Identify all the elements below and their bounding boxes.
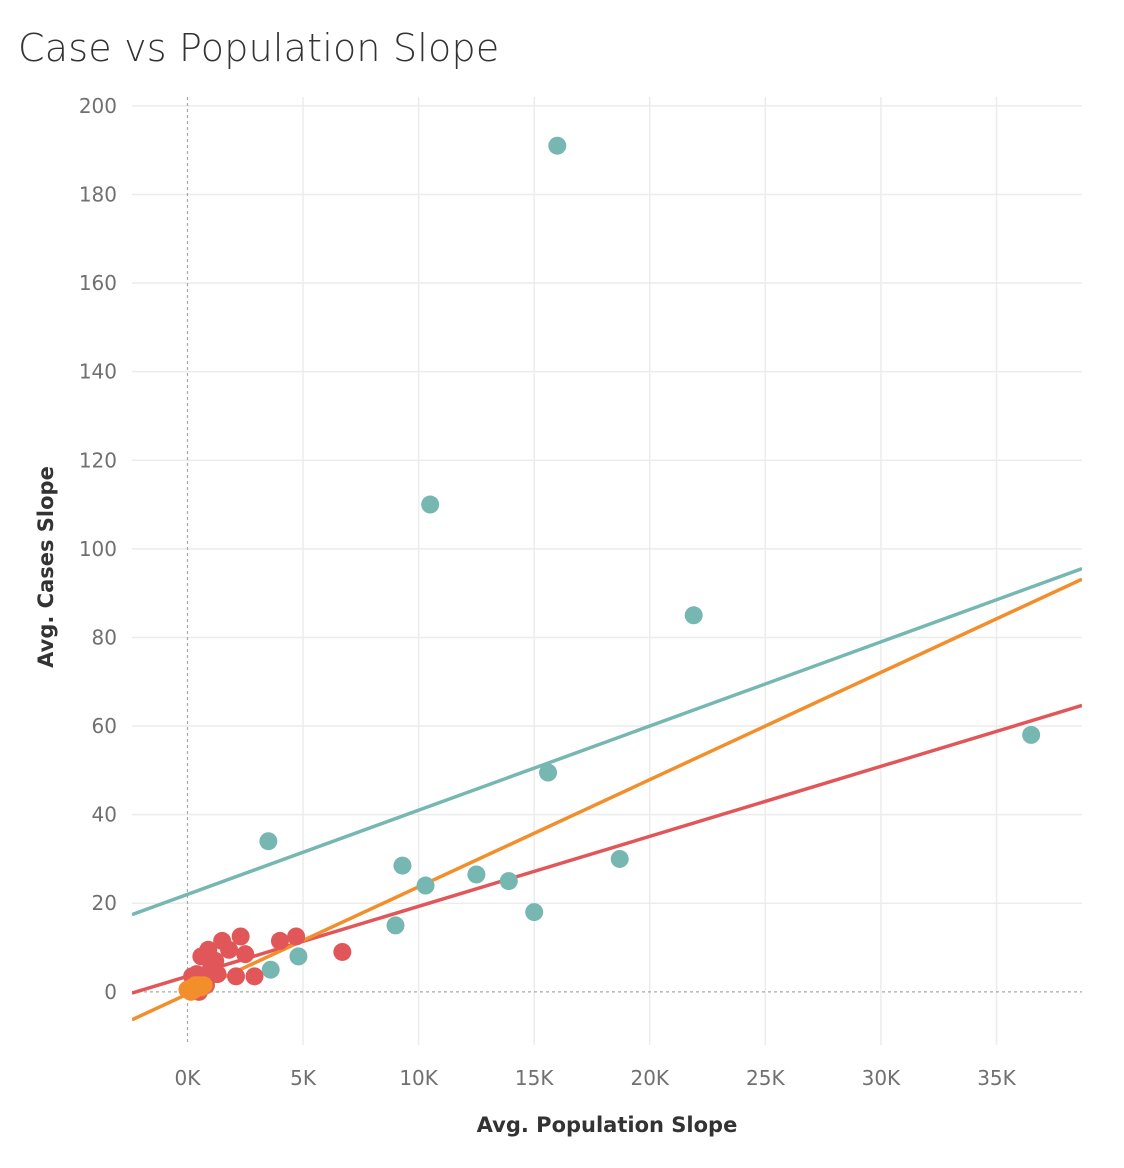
data-point-0: [261, 960, 280, 979]
trend-lines: [132, 567, 1082, 1022]
y-tick-label: 0: [104, 980, 117, 1004]
data-point-0: [684, 606, 703, 625]
trend-line-1: [132, 703, 1082, 995]
data-point-0: [548, 136, 567, 155]
data-point-0: [525, 903, 544, 922]
grid-lines: [132, 97, 1082, 1045]
y-tick-label: 20: [92, 891, 117, 915]
data-point-0: [259, 832, 278, 851]
data-point-0: [467, 865, 486, 884]
x-tick-label: 0K: [175, 1066, 202, 1090]
y-tick-label: 100: [79, 537, 117, 561]
data-point-1: [208, 965, 227, 984]
data-point-1: [270, 931, 289, 950]
y-axis-title: Avg. Cases Slope: [34, 466, 58, 668]
y-tick-label: 80: [92, 625, 117, 649]
data-point-2: [186, 976, 205, 995]
data-point-0: [386, 916, 405, 935]
y-tick-label: 40: [92, 803, 117, 827]
y-tick-label: 160: [79, 271, 117, 295]
data-point-1: [236, 945, 255, 964]
data-point-0: [1022, 725, 1041, 744]
data-point-1: [227, 967, 246, 986]
trend-line-0: [132, 567, 1082, 917]
y-axis-ticks: 0 20 40 60 80 100 120 140 160 180 200: [79, 94, 117, 1004]
data-point-1: [231, 927, 250, 946]
x-tick-label: 10K: [399, 1066, 438, 1090]
x-axis-title: Avg. Population Slope: [477, 1113, 738, 1137]
data-points: [178, 136, 1041, 1001]
x-tick-label: 15K: [515, 1066, 554, 1090]
data-point-0: [416, 876, 435, 895]
chart-title: Case vs Population Slope: [18, 26, 500, 70]
y-tick-label: 120: [79, 448, 117, 472]
data-point-0: [393, 856, 412, 875]
data-point-0: [539, 763, 558, 782]
data-point-0: [421, 495, 440, 514]
zero-lines: [132, 97, 1082, 1045]
y-tick-label: 60: [92, 714, 117, 738]
trend-line-2: [132, 577, 1082, 1022]
data-point-0: [289, 947, 308, 966]
y-tick-label: 200: [79, 94, 117, 118]
x-tick-label: 35K: [977, 1066, 1016, 1090]
data-point-1: [220, 940, 239, 959]
x-tick-label: 5K: [290, 1066, 317, 1090]
x-tick-label: 30K: [862, 1066, 901, 1090]
data-point-1: [245, 967, 264, 986]
data-point-1: [333, 942, 352, 961]
data-point-0: [499, 872, 518, 891]
x-tick-label: 20K: [630, 1066, 669, 1090]
data-point-1: [287, 927, 306, 946]
x-tick-label: 25K: [746, 1066, 785, 1090]
y-tick-label: 180: [79, 182, 117, 206]
y-tick-label: 140: [79, 360, 117, 384]
data-point-0: [610, 849, 629, 868]
x-axis-ticks: 0K 5K 10K 15K 20K 25K 30K 35K: [175, 1066, 1017, 1090]
data-point-1: [192, 947, 211, 966]
